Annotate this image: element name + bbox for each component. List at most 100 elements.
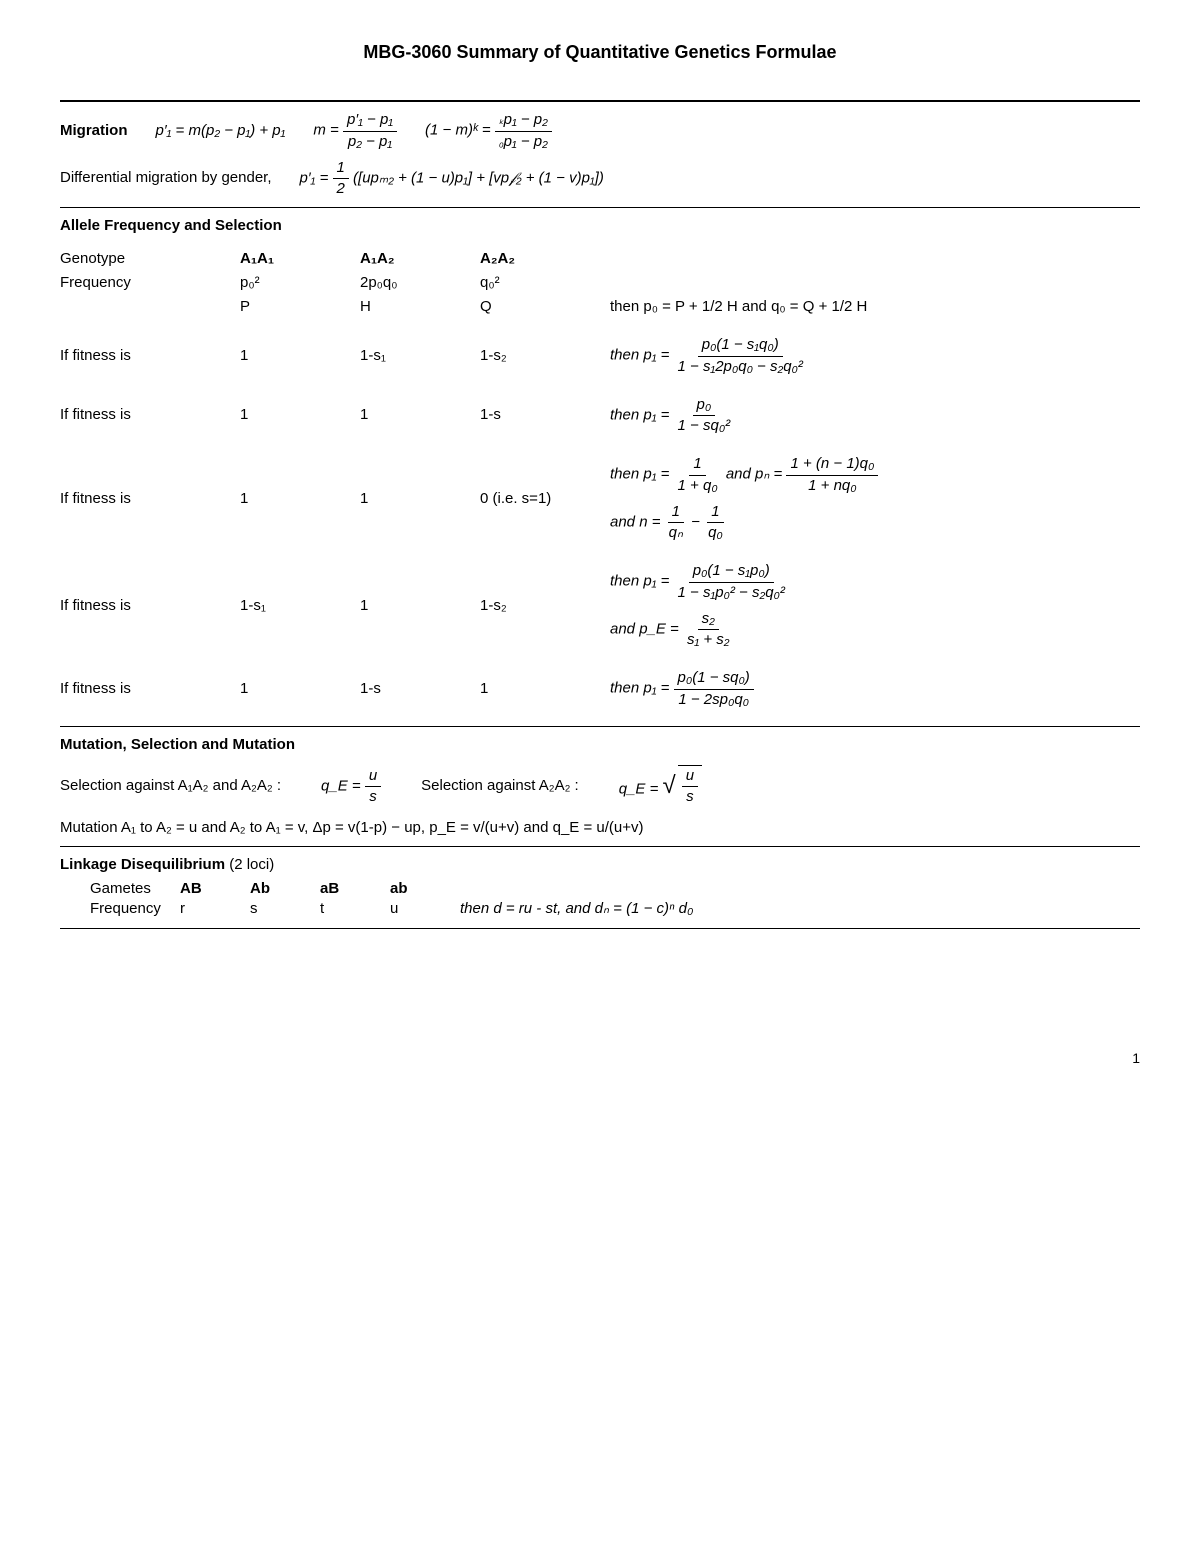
section-mutation-selection: Mutation, Selection and Mutation Selecti… <box>60 735 1140 838</box>
freq-q02: q₀² <box>480 271 600 295</box>
fit2-den: 1 − sq₀² <box>674 416 735 436</box>
fit-label: If fitness is <box>60 594 230 618</box>
fit3-c1: 1 <box>240 487 350 511</box>
freq-2p0q0: 2p₀q₀ <box>360 271 470 295</box>
gamete-ab: ab <box>390 879 450 899</box>
ld-then: then d = ru - st, and dₙ = (1 − c)ⁿ d₀ <box>460 899 1140 919</box>
diff-lhs: p′₁ = <box>300 170 329 187</box>
fit2-c1: 1 <box>240 403 350 427</box>
fit4-pe-num: s₂ <box>698 609 719 630</box>
migration-heading: Migration <box>60 121 128 141</box>
fit3-na-num: 1 <box>668 502 684 523</box>
gamete-Ab: Ab <box>250 879 310 899</box>
fit1-pre: then p₁ = <box>610 347 669 364</box>
fit5-c1: 1 <box>240 677 350 701</box>
fit2-c2: 1 <box>360 403 470 427</box>
freq-Q: Q <box>480 295 600 319</box>
fit2-num: p₀ <box>693 395 716 416</box>
fit1-den: 1 − s₁2p₀q₀ − s₂q₀² <box>674 357 807 377</box>
km-den: p₁ − p₂ <box>504 133 548 150</box>
mutsel-heading: Mutation, Selection and Mutation <box>60 735 1140 755</box>
fit1-c1: 1 <box>240 344 350 368</box>
fit3-pn-num: 1 + (n − 1)q₀ <box>786 454 878 475</box>
rule-3 <box>60 846 1140 847</box>
fit3-minus: − <box>691 514 704 531</box>
fit4-p1-den: 1 − s₁p₀² − s₂q₀² <box>674 583 789 603</box>
sel1-label: Selection against A₁A₂ and A₂A₂ : <box>60 776 281 796</box>
sel2-eq: q_E = √us <box>619 765 702 808</box>
fit-label: If fitness is <box>60 403 230 427</box>
fit3-p1-den: 1 + q₀ <box>674 476 722 496</box>
diff-body: ([upₘ₂ + (1 − u)p₁] + [vp𝒻₂ + (1 − v)p₁]… <box>353 170 604 187</box>
fit4-c3: 1-s₂ <box>480 594 600 618</box>
gamete-aB: aB <box>320 879 380 899</box>
ld-r: r <box>180 899 240 919</box>
fitness-row-1: If fitness is 1 1-s₁ 1-s₂ then p₁ = p₀(1… <box>60 333 1140 379</box>
gamete-AB: AB <box>180 879 240 899</box>
ld-s: s <box>250 899 310 919</box>
migration-m-den: p₂ − p₁ <box>344 132 396 152</box>
ld-note: (2 loci) <box>229 856 274 873</box>
freq-label: Frequency <box>60 271 230 295</box>
fit2-c3: 1-s <box>480 403 600 427</box>
fit2-pre: then p₁ = <box>610 407 669 424</box>
section-migration: Migration p′₁ = m(p₂ − p₁) + p₁ m = p′₁ … <box>60 110 1140 199</box>
fit3-pn-den: 1 + nq₀ <box>804 476 860 496</box>
fit-label: If fitness is <box>60 344 230 368</box>
fit5-c2: 1-s <box>360 677 470 701</box>
genotype-A1A2: A₁A₂ <box>360 247 470 271</box>
genotype-A2A2: A₂A₂ <box>480 247 600 271</box>
fit5-num: p₀(1 − sq₀) <box>674 668 754 689</box>
page-title: MBG-3060 Summary of Quantitative Genetic… <box>60 40 1140 64</box>
sel2-den: s <box>682 787 698 807</box>
ld-heading: Linkage Disequilibrium <box>60 856 225 873</box>
section-ld: Linkage Disequilibrium (2 loci) Gametes … <box>60 855 1140 920</box>
diff-migration-label: Differential migration by gender, <box>60 168 272 188</box>
fit4-and: and p_E = <box>610 621 679 638</box>
fit-label: If fitness is <box>60 677 230 701</box>
diff-half-den: 2 <box>333 179 349 199</box>
fit4-then: then p₁ = p₀(1 − s₁p₀)1 − s₁p₀² − s₂q₀² … <box>610 559 1140 652</box>
freq-p02: p₀² <box>240 271 350 295</box>
fit3-p1-num: 1 <box>689 454 705 475</box>
fitness-row-4: If fitness is 1-s₁ 1 1-s₂ then p₁ = p₀(1… <box>60 559 1140 652</box>
freq-then: then p₀ = P + 1/2 H and q₀ = Q + 1/2 H <box>610 295 1140 319</box>
migration-m-num: p′₁ − p₁ <box>343 110 397 131</box>
sel1-den: s <box>365 787 381 807</box>
fit1-then: then p₁ = p₀(1 − s₁q₀)1 − s₁2p₀q₀ − s₂q₀… <box>610 333 1140 379</box>
fit5-pre: then p₁ = <box>610 680 669 697</box>
migration-m-label: m = <box>313 122 338 139</box>
diff-half-num: 1 <box>333 158 349 179</box>
fit3-nb-num: 1 <box>707 502 723 523</box>
page-number: 1 <box>60 1049 1140 1068</box>
fit4-c2: 1 <box>360 594 470 618</box>
fit1-c2: 1-s₁ <box>360 344 470 368</box>
sel1-eq: q_E = us <box>321 766 381 808</box>
fit1-num: p₀(1 − s₁q₀) <box>698 335 783 356</box>
genotype-A1A1: A₁A₁ <box>240 247 350 271</box>
fit2-then: then p₁ = p₀1 − sq₀² <box>610 393 1140 439</box>
fit3-na-den: qₙ <box>665 523 687 543</box>
fit3-pre: then <box>610 466 643 483</box>
fit4-p1-num: p₀(1 − s₁p₀) <box>689 561 774 582</box>
gametes-label: Gametes <box>60 879 170 899</box>
fit4-pre: then <box>610 573 643 590</box>
sel2-num: u <box>682 766 698 787</box>
fit-label: If fitness is <box>60 487 230 511</box>
fitness-row-5: If fitness is 1 1-s 1 then p₁ = p₀(1 − s… <box>60 666 1140 712</box>
fit3-nb-den: q₀ <box>704 523 727 543</box>
migration-eq1: p′₁ = m(p₂ − p₁) + p₁ <box>156 121 286 141</box>
fit3-c3: 0 (i.e. s=1) <box>480 487 600 511</box>
fit1-c3: 1-s₂ <box>480 344 600 368</box>
fitness-row-3: If fitness is 1 1 0 (i.e. s=1) then p₁ =… <box>60 452 1140 545</box>
fit5-den: 1 − 2sp₀q₀ <box>674 690 753 710</box>
rule-1 <box>60 207 1140 208</box>
fit5-then: then p₁ = p₀(1 − sq₀)1 − 2sp₀q₀ <box>610 666 1140 712</box>
km-num: p₁ − p₂ <box>504 111 548 128</box>
genotype-label: Genotype <box>60 247 230 271</box>
migration-km: (1 − m)ᵏ = ₖp₁ − p₂ ₀p₁ − p₂ <box>425 110 552 152</box>
sel2-lhs: q_E = <box>619 780 659 797</box>
fitness-row-2: If fitness is 1 1 1-s then p₁ = p₀1 − sq… <box>60 393 1140 439</box>
ld-u: u <box>390 899 450 919</box>
ld-t: t <box>320 899 380 919</box>
